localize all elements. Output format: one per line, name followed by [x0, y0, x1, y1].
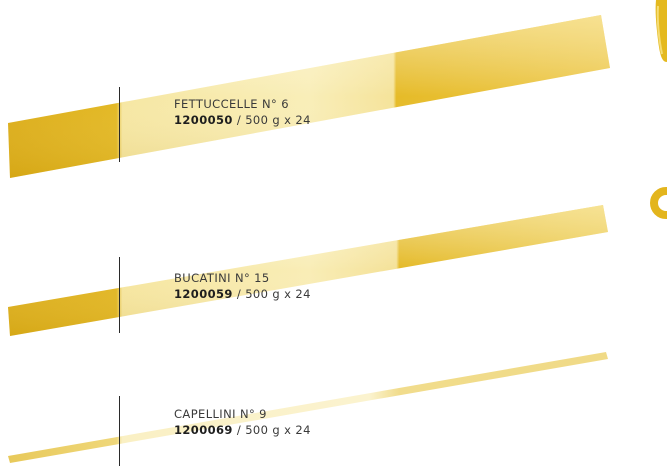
product-code: 1200059 [174, 287, 233, 301]
divider-line-3 [119, 396, 120, 466]
product-label-capellini: CAPELLINI N° 9 1200069 / 500 g x 24 [174, 406, 311, 438]
product-code: 1200069 [174, 423, 233, 437]
product-name: BUCATINI N° 15 [174, 271, 270, 285]
ribbon-cross-section-icon [655, 0, 667, 62]
divider-line-2 [119, 257, 120, 333]
divider-line-1 [119, 87, 120, 162]
product-label-fettuccelle: FETTUCCELLE N° 6 1200050 / 500 g x 24 [174, 96, 311, 128]
ring-cross-section-icon [650, 187, 667, 219]
product-name: FETTUCCELLE N° 6 [174, 97, 289, 111]
product-spec: 1200059 / 500 g x 24 [174, 286, 311, 302]
bucatini-strand [8, 205, 608, 336]
product-spec: 1200050 / 500 g x 24 [174, 112, 311, 128]
package-info: / 500 g x 24 [232, 287, 311, 301]
product-code: 1200050 [174, 113, 233, 127]
product-name: CAPELLINI N° 9 [174, 407, 267, 421]
capellini-strand [8, 352, 608, 463]
product-spec: 1200069 / 500 g x 24 [174, 422, 311, 438]
product-label-bucatini: BUCATINI N° 15 1200059 / 500 g x 24 [174, 270, 311, 302]
fettuccelle-strand [8, 15, 610, 178]
package-info: / 500 g x 24 [232, 113, 311, 127]
package-info: / 500 g x 24 [232, 423, 311, 437]
